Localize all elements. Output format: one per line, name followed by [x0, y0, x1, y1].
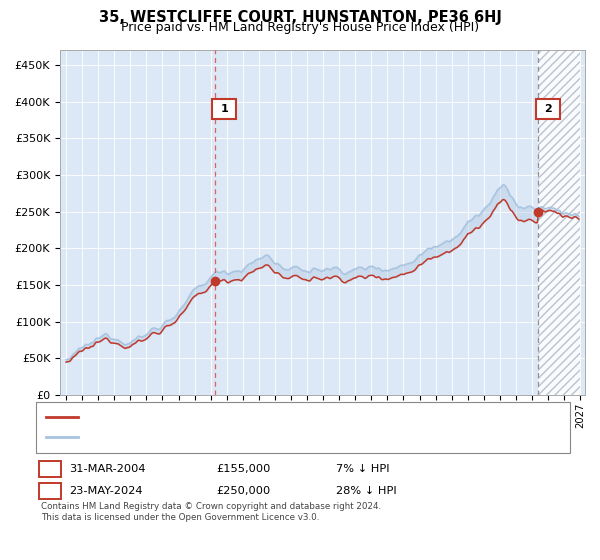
Text: 1: 1 [46, 464, 53, 474]
Text: £155,000: £155,000 [216, 464, 271, 474]
Text: 2: 2 [544, 104, 552, 114]
Text: 23-MAY-2024: 23-MAY-2024 [69, 486, 143, 496]
Text: 35, WESTCLIFFE COURT, HUNSTANTON, PE36 6HJ: 35, WESTCLIFFE COURT, HUNSTANTON, PE36 6… [98, 10, 502, 25]
Text: 2: 2 [46, 486, 53, 496]
Text: 28% ↓ HPI: 28% ↓ HPI [336, 486, 397, 496]
FancyBboxPatch shape [212, 100, 236, 119]
Text: 7% ↓ HPI: 7% ↓ HPI [336, 464, 389, 474]
Text: 35, WESTCLIFFE COURT, HUNSTANTON, PE36 6HJ (detached house): 35, WESTCLIFFE COURT, HUNSTANTON, PE36 6… [84, 412, 433, 422]
Text: 1: 1 [220, 104, 228, 114]
Text: Price paid vs. HM Land Registry's House Price Index (HPI): Price paid vs. HM Land Registry's House … [121, 21, 479, 34]
Text: Contains HM Land Registry data © Crown copyright and database right 2024.: Contains HM Land Registry data © Crown c… [41, 502, 381, 511]
Text: 31-MAR-2004: 31-MAR-2004 [69, 464, 146, 474]
Text: This data is licensed under the Open Government Licence v3.0.: This data is licensed under the Open Gov… [41, 513, 319, 522]
Bar [538, 29, 580, 395]
Text: HPI: Average price, detached house, King's Lynn and West Norfolk: HPI: Average price, detached house, King… [84, 432, 428, 442]
FancyBboxPatch shape [536, 100, 560, 119]
Text: £250,000: £250,000 [216, 486, 270, 496]
